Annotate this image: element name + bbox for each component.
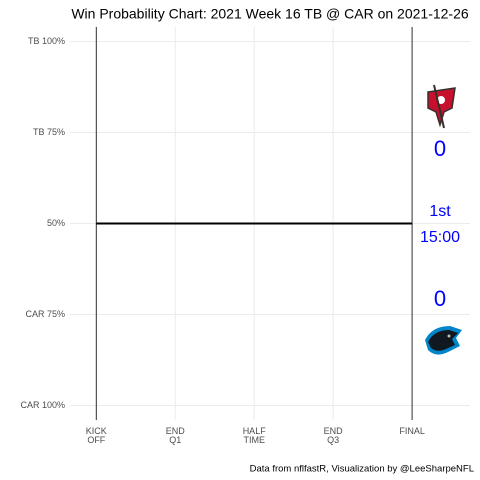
x-tick-label: FINAL: [399, 426, 425, 436]
y-tick-label: TB 100%: [28, 36, 65, 46]
y-tick-label: CAR 75%: [25, 309, 65, 319]
chart-title: Win Probability Chart: 2021 Week 16 TB @…: [71, 6, 469, 22]
quarter: 1st: [429, 203, 451, 220]
x-tick-label: END Q1: [166, 426, 186, 445]
y-tick-label: TB 75%: [33, 127, 65, 137]
x-tick-label: KICK OFF: [86, 426, 107, 445]
tb-logo: [427, 84, 456, 129]
clock: 15:00: [420, 229, 460, 246]
home-score: 0: [434, 286, 446, 311]
y-tick-label: CAR 100%: [20, 400, 65, 410]
caption: Data from nflfastR, Visualization by @Le…: [250, 464, 474, 475]
x-tick-label: END Q3: [324, 426, 344, 445]
car-logo: [425, 326, 462, 355]
x-tick-label: HALF TIME: [243, 426, 267, 445]
y-tick-label: 50%: [47, 218, 65, 228]
away-score: 0: [434, 136, 446, 161]
